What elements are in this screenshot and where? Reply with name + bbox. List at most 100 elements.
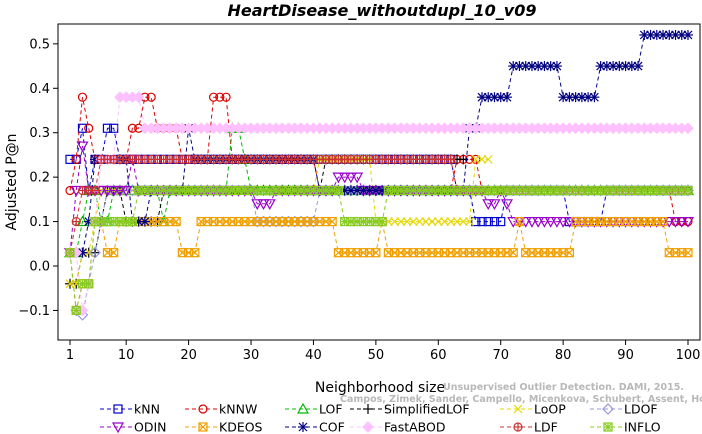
point-fastabod-11	[132, 91, 145, 104]
point-cof-78	[551, 61, 562, 72]
chart-title: HeartDisease_withoutdupl_10_v09	[228, 1, 537, 20]
point-odin-99	[681, 216, 695, 228]
legend-label-fastabod: FastABOD	[384, 420, 446, 434]
x-tick-label-90: 90	[617, 348, 634, 363]
point-cof-48	[364, 185, 375, 196]
y-tick-label-1: 0.0	[29, 260, 50, 275]
point-odin-2	[76, 141, 89, 153]
series-line-knn	[70, 127, 688, 223]
legend-label-ldf: LDF	[534, 420, 558, 434]
point-odin-76	[538, 216, 551, 228]
watermark-line-2: Campos, Zimek, Sander, Campello, Micenko…	[340, 394, 702, 405]
point-loop-66	[477, 154, 487, 164]
y-tick-label-5: 0.4	[29, 82, 50, 97]
point-knnw-3	[84, 123, 94, 133]
point-cof-94	[651, 29, 662, 40]
point-kdeos-20	[190, 248, 200, 258]
legend-marker-cof	[298, 422, 308, 432]
series-line-loop	[70, 158, 489, 285]
point-odin-77	[544, 216, 557, 228]
x-axis-label: Neighborhood size	[315, 380, 445, 396]
point-loop-60	[440, 217, 449, 226]
point-ldf-4	[90, 185, 100, 196]
series-ldf	[65, 154, 693, 258]
point-odin-30	[251, 199, 264, 211]
legend-item-inflo: INFLO	[590, 420, 661, 434]
legend-label-knnw: kNNW	[219, 402, 257, 417]
point-knn-7	[109, 123, 119, 133]
x-tick-label-50: 50	[368, 348, 385, 363]
point-kdeos-42	[327, 216, 337, 227]
point-inflo-3	[84, 279, 94, 289]
point-loop-55	[408, 217, 418, 226]
point-fastabod-99	[682, 122, 694, 135]
legend-item-loop: LoOP	[500, 402, 566, 417]
point-loop-52	[390, 217, 400, 226]
point-ldof-4	[89, 246, 101, 259]
axis-layer: 1 10 20 30 40 50 60 70 80 90 100 −0.1 0.0 0.1 0.2 0.3 0.…	[18, 37, 700, 363]
legend-item-simplifiedlof: SimplifiedLOF	[350, 402, 470, 417]
legend-item-ldf: LDF	[500, 420, 558, 434]
point-odin-68	[488, 199, 501, 211]
point-knnw-13	[146, 92, 156, 102]
point-inflo-1	[71, 305, 81, 316]
point-cof-12	[139, 216, 150, 227]
legend-marker-knn	[113, 404, 123, 414]
point-odin-74	[525, 216, 538, 228]
point-cof-76	[539, 61, 550, 72]
series-ldof	[64, 184, 694, 321]
legend-marker-loop	[513, 404, 523, 414]
point-loop-63	[458, 217, 468, 226]
point-odin-98	[675, 216, 688, 228]
x-tick-label-100: 100	[676, 348, 701, 363]
point-kdeos-99	[683, 248, 693, 258]
legend-label-knn: kNN	[134, 402, 160, 417]
point-knnw-10	[127, 123, 138, 133]
point-loop-54	[402, 217, 412, 226]
legend-item-knnw: kNNW	[185, 402, 257, 417]
x-tick-label-80: 80	[555, 348, 572, 363]
series-line-ldof	[69, 190, 688, 316]
point-odin-75	[532, 216, 545, 228]
point-loop-62	[452, 217, 462, 226]
legend-marker-lof	[296, 402, 310, 414]
legend-marker-ldf	[513, 422, 523, 432]
series-kdeos	[65, 216, 693, 316]
point-knnw-24	[215, 92, 225, 102]
legend-marker-knnw	[198, 404, 208, 414]
point-inflo-50	[377, 216, 387, 227]
point-odin-46	[351, 172, 364, 184]
point-knn-2	[77, 123, 88, 133]
y-tick-label-0: −0.1	[18, 304, 50, 319]
point-odin-31	[257, 199, 270, 211]
point-odin-7	[107, 185, 120, 197]
series-layer	[63, 29, 695, 321]
point-odin-44	[338, 172, 351, 184]
point-cof-2	[77, 247, 88, 258]
legend-marker-fastabod	[362, 421, 374, 433]
legend-item-fastabod: FastABOD	[350, 420, 446, 434]
legend-marker-inflo	[603, 422, 613, 432]
point-inflo-0	[65, 248, 75, 258]
series-fastabod	[64, 91, 694, 317]
point-cof-70	[501, 92, 512, 103]
point-odin-6	[101, 185, 114, 197]
legend-label-kdeos: KDEOS	[219, 420, 263, 434]
x-tick-label-30: 30	[243, 348, 260, 363]
legend-label-cof: COF	[319, 420, 345, 434]
legend-marker-odin	[111, 422, 125, 434]
point-inflo-31	[258, 185, 269, 196]
point-odin-8	[113, 185, 126, 197]
point-odin-45	[344, 172, 357, 184]
point-knn-66	[477, 216, 487, 227]
legend-label-ldof: LDOF	[624, 402, 658, 417]
legend-item-kdeos: KDEOS	[185, 420, 263, 434]
point-loop-67	[483, 154, 493, 164]
series-line-inflo	[69, 190, 688, 311]
legend-label-odin: ODIN	[134, 420, 167, 434]
x-tick-label-70: 70	[492, 348, 509, 363]
watermark-line-1: Unsupervised Outlier Detection. DAMI, 20…	[443, 382, 684, 393]
point-odin-70	[500, 199, 513, 211]
point-loop-64	[465, 217, 474, 226]
legend-label-inflo: INFLO	[624, 420, 661, 434]
